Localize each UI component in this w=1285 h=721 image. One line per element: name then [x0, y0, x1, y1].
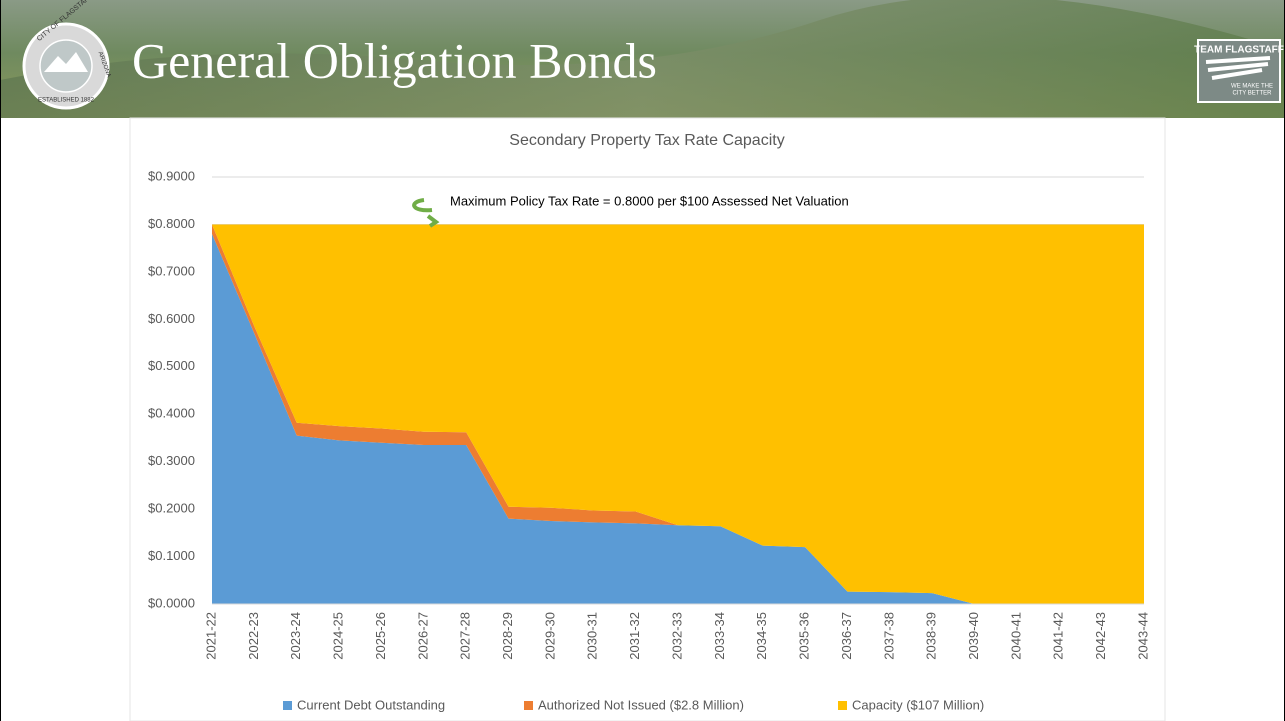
x-tick-label: 2027-28 [458, 612, 473, 660]
y-tick-label: $0.3000 [148, 453, 195, 468]
x-tick-label: 2021-22 [203, 612, 218, 660]
x-tick-label: 2040-41 [1008, 612, 1023, 660]
left-margin [0, 118, 130, 721]
y-tick-label: $0.0000 [148, 595, 195, 610]
y-tick-label: $0.2000 [148, 501, 195, 516]
y-tick-label: $0.5000 [148, 358, 195, 373]
logo-name: TEAM FLAGSTAFF [1194, 45, 1284, 56]
legend-swatch [524, 701, 533, 710]
y-tick-label: $0.8000 [148, 216, 195, 231]
logo-tagline: CITY BETTER [1233, 91, 1273, 97]
x-tick-label: 2036-37 [839, 612, 854, 660]
legend-label: Current Debt Outstanding [297, 697, 445, 712]
x-tick-label: 2038-39 [924, 612, 939, 660]
slide-title: General Obligation Bonds [132, 32, 657, 88]
y-tick-label: $0.6000 [148, 311, 195, 326]
x-tick-label: 2031-32 [627, 612, 642, 660]
team-logo: TEAM FLAGSTAFF WE MAKE THE CITY BETTER [1194, 40, 1284, 102]
x-tick-label: 2026-27 [415, 612, 430, 660]
slide-canvas: CITY OF FLAGSTAFF ARIZONA ESTABLISHED 18… [0, 0, 1285, 721]
y-tick-label: $0.1000 [148, 548, 195, 563]
y-tick-label: $0.9000 [148, 168, 195, 183]
x-tick-label: 2037-38 [881, 612, 896, 660]
x-tick-label: 2041-42 [1051, 612, 1066, 660]
x-tick-label: 2039-40 [966, 612, 981, 660]
x-tick-label: 2030-31 [585, 612, 600, 660]
x-tick-label: 2025-26 [373, 612, 388, 660]
legend-swatch [283, 701, 292, 710]
x-tick-label: 2022-23 [246, 612, 261, 660]
seal-text: ESTABLISHED 1882 [38, 98, 95, 104]
x-tick-label: 2033-34 [712, 612, 727, 660]
logo-tagline: WE MAKE THE [1231, 84, 1273, 90]
chart-title: Secondary Property Tax Rate Capacity [509, 132, 784, 149]
x-tick-label: 2034-35 [754, 612, 769, 660]
y-tick-label: $0.4000 [148, 406, 195, 421]
legend-swatch [838, 701, 847, 710]
x-tick-label: 2043-44 [1135, 612, 1150, 660]
x-tick-label: 2035-36 [797, 612, 812, 660]
slide: CITY OF FLAGSTAFF ARIZONA ESTABLISHED 18… [0, 0, 1285, 721]
x-tick-label: 2029-30 [542, 612, 557, 660]
legend-label: Capacity ($107 Million) [852, 697, 984, 712]
annotation: Maximum Policy Tax Rate = 0.8000 per $10… [450, 193, 849, 208]
x-tick-label: 2024-25 [331, 612, 346, 660]
x-tick-label: 2042-43 [1093, 612, 1108, 660]
y-tick-label: $0.7000 [148, 263, 195, 278]
x-tick-label: 2032-33 [669, 612, 684, 660]
x-tick-label: 2028-29 [500, 612, 515, 660]
x-tick-label: 2023-24 [288, 612, 303, 660]
legend-label: Authorized Not Issued ($2.8 Million) [538, 697, 744, 712]
